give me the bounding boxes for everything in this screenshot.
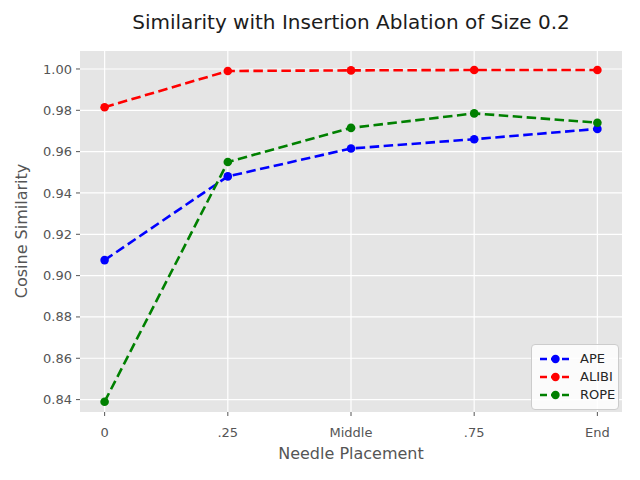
legend-label-rope: ROPE xyxy=(580,386,615,404)
svg-text:.75: .75 xyxy=(464,425,485,440)
legend-line-sample-alibi xyxy=(539,371,572,383)
svg-text:0.84: 0.84 xyxy=(43,392,72,407)
svg-text:0: 0 xyxy=(100,425,108,440)
legend-line-sample-ape xyxy=(539,353,572,365)
svg-text:0.90: 0.90 xyxy=(43,268,72,283)
figure: Similarity with Insertion Ablation of Si… xyxy=(0,0,640,480)
svg-text:0.94: 0.94 xyxy=(43,186,72,201)
legend: APEALIBIROPE xyxy=(531,344,619,410)
legend-item-alibi: ALIBI xyxy=(539,368,618,386)
legend-item-ape: APE xyxy=(539,350,618,368)
svg-text:Middle: Middle xyxy=(330,425,373,440)
legend-label-alibi: ALIBI xyxy=(580,368,613,386)
svg-text:0.92: 0.92 xyxy=(43,227,72,242)
svg-text:0.88: 0.88 xyxy=(43,309,72,324)
svg-text:End: End xyxy=(585,425,610,440)
legend-line-sample-rope xyxy=(539,389,572,401)
svg-text:.25: .25 xyxy=(217,425,238,440)
svg-text:1.00: 1.00 xyxy=(43,62,72,77)
legend-label-ape: APE xyxy=(580,350,605,368)
svg-text:0.96: 0.96 xyxy=(43,144,72,159)
legend-item-rope: ROPE xyxy=(539,386,618,404)
svg-text:0.98: 0.98 xyxy=(43,103,72,118)
x-axis-label: Needle Placement xyxy=(80,444,622,463)
svg-text:0.86: 0.86 xyxy=(43,351,72,366)
y-tick-labels: 0.84 0.86 0.88 0.90 0.92 0.94 0.96 0.98 1.00 xyxy=(43,62,72,408)
x-tick-labels: 0 .25 Middle .75 End xyxy=(100,425,609,440)
